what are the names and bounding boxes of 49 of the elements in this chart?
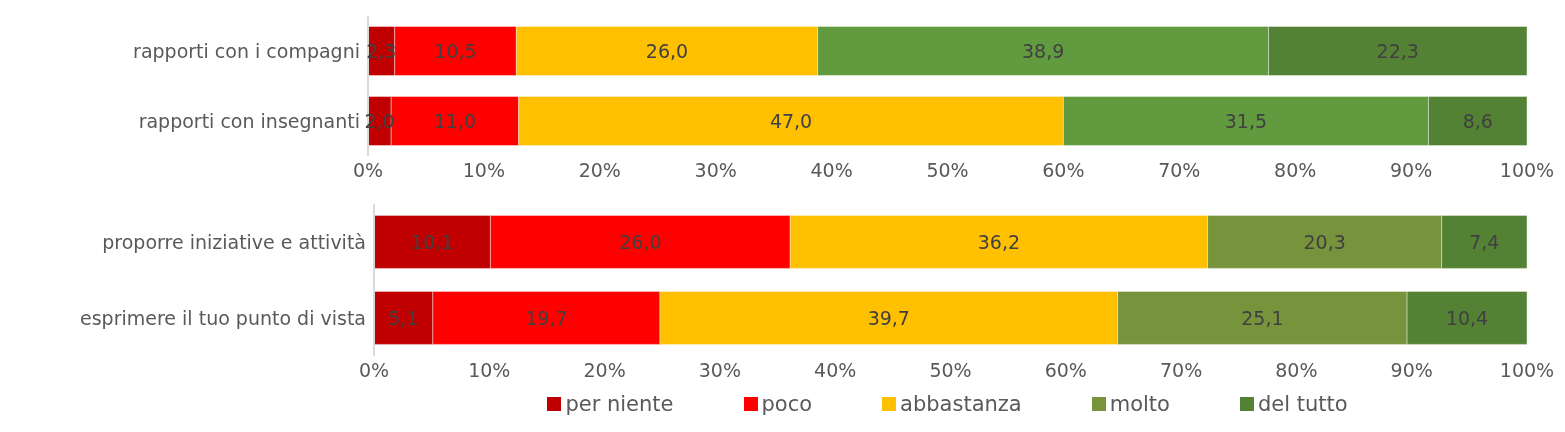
x-tick-label: 50% bbox=[929, 359, 972, 382]
x-tick-label: 30% bbox=[698, 359, 742, 382]
y-tick-label: rapporti con i compagni bbox=[133, 39, 360, 62]
x-tick-label: 70% bbox=[1159, 359, 1203, 382]
x-tick-label: 90% bbox=[1389, 159, 1433, 182]
data-label: 47,0 bbox=[769, 110, 813, 132]
x-tick-label: 80% bbox=[1274, 159, 1317, 182]
legend-label: per niente bbox=[565, 392, 674, 416]
x-tick-label: 60% bbox=[1044, 359, 1087, 382]
x-tick-label: 0% bbox=[352, 159, 384, 182]
data-label: 26,0 bbox=[619, 230, 662, 253]
legend-label: del tutto bbox=[1257, 392, 1348, 416]
y-tick-label: esprimere il tuo punto di vista bbox=[80, 306, 366, 329]
data-label: 5,1 bbox=[388, 306, 419, 329]
x-tick-label: 10% bbox=[468, 359, 511, 382]
x-tick-label: 90% bbox=[1390, 359, 1433, 382]
x-tick-label: 100% bbox=[1499, 159, 1555, 182]
legend-label: poco bbox=[761, 392, 813, 416]
data-label: 7,4 bbox=[1469, 230, 1500, 253]
data-label: 25,1 bbox=[1241, 306, 1284, 329]
data-label: 19,7 bbox=[525, 306, 568, 329]
x-tick-label: 20% bbox=[578, 159, 621, 182]
x-tick-label: 0% bbox=[358, 359, 390, 382]
data-label: 8,6 bbox=[1462, 110, 1493, 132]
data-label: 26,0 bbox=[645, 40, 689, 62]
data-label: 36,2 bbox=[977, 230, 1021, 253]
data-label: 11,0 bbox=[433, 110, 477, 132]
x-tick-label: 60% bbox=[1042, 159, 1085, 182]
x-tick-label: 80% bbox=[1275, 359, 1318, 382]
y-tick-label: proporre iniziative e attività bbox=[102, 230, 366, 253]
x-tick-label: 40% bbox=[814, 359, 857, 382]
x-tick-label: 40% bbox=[810, 159, 853, 182]
data-label: 38,9 bbox=[1021, 40, 1065, 62]
legend-label: molto bbox=[1109, 392, 1170, 416]
data-label: 22,3 bbox=[1376, 40, 1419, 62]
data-label: 39,7 bbox=[867, 306, 910, 329]
data-label: 20,3 bbox=[1303, 230, 1346, 253]
y-tick-label: rapporti con insegnanti bbox=[138, 109, 360, 132]
data-label: 31,5 bbox=[1224, 110, 1268, 132]
data-label: 10,5 bbox=[434, 40, 477, 62]
data-label: 10,1 bbox=[411, 230, 454, 253]
data-label: 10,4 bbox=[1445, 306, 1489, 329]
x-tick-label: 10% bbox=[462, 159, 506, 182]
x-tick-label: 100% bbox=[1499, 359, 1555, 382]
x-tick-label: 70% bbox=[1158, 159, 1201, 182]
x-tick-label: 20% bbox=[583, 359, 626, 382]
x-tick-label: 50% bbox=[926, 159, 969, 182]
x-tick-label: 30% bbox=[694, 159, 737, 182]
legend-label: abbastanza bbox=[900, 392, 1022, 416]
